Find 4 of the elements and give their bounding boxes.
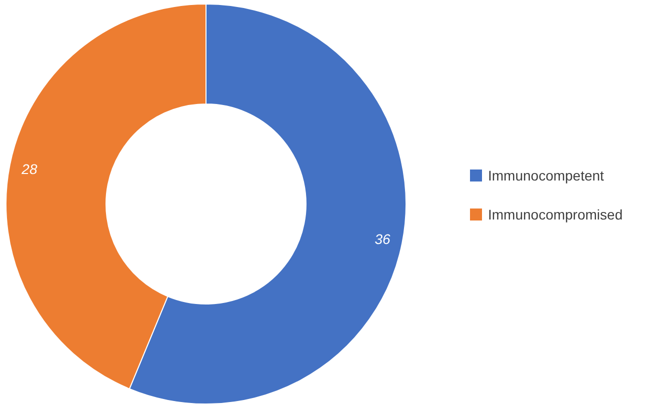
data-label: 36 — [374, 231, 391, 248]
data-label: 28 — [20, 160, 38, 177]
legend-label: Immunocompromised — [488, 206, 623, 222]
legend-label: Immunocompetent — [488, 168, 604, 184]
